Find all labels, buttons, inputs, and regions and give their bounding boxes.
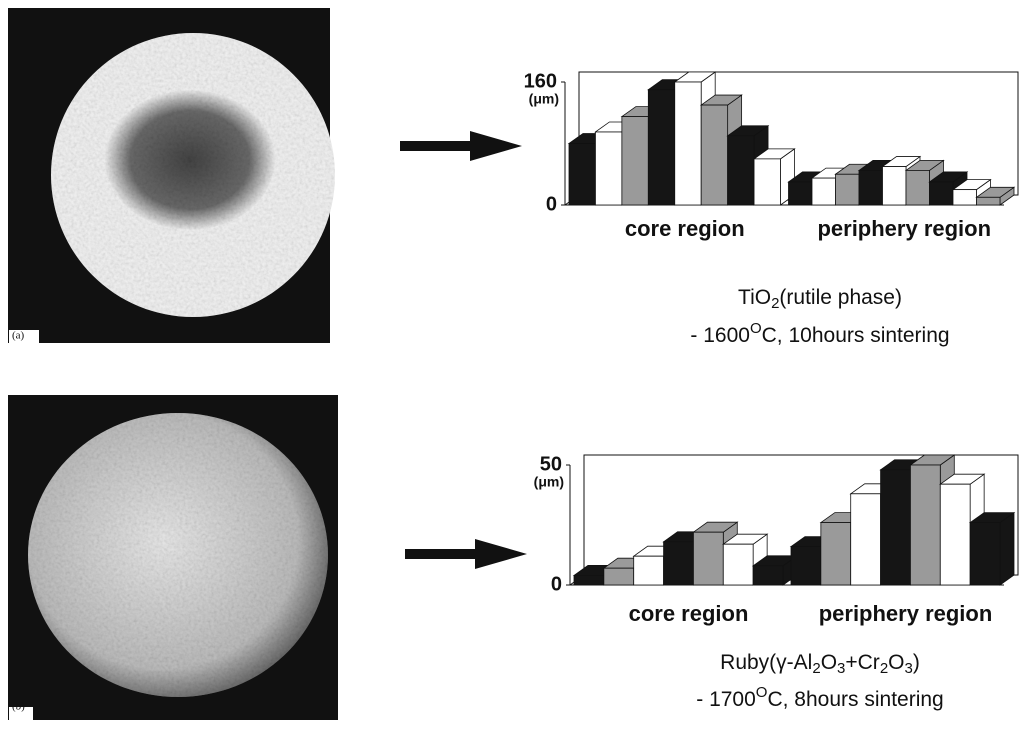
figure: (a)0160(μm)core regionperiphery regionTi… bbox=[0, 0, 1024, 731]
caption-text: ) bbox=[913, 651, 920, 674]
bar-front bbox=[953, 190, 977, 205]
bar-side bbox=[1000, 513, 1014, 585]
y-tick-label: 0 bbox=[546, 193, 557, 215]
caption-text: O bbox=[750, 320, 762, 337]
bar-front bbox=[859, 170, 883, 205]
caption-text: 3 bbox=[837, 660, 845, 677]
group-label: core region bbox=[625, 216, 745, 241]
caption-text: - 1600 bbox=[690, 324, 750, 347]
bar-front bbox=[648, 90, 674, 205]
bar-front bbox=[930, 182, 954, 205]
bar bbox=[970, 513, 1014, 585]
caption-text: C, 10hours sintering bbox=[762, 324, 950, 347]
caption-text: (rutile phase) bbox=[779, 286, 902, 309]
caption-text: O bbox=[756, 684, 768, 701]
caption: TiO2(rutile phase) bbox=[738, 286, 902, 312]
bar-front bbox=[701, 105, 727, 205]
caption-text: Ruby(γ-Al bbox=[720, 651, 812, 674]
caption: Ruby(γ-Al2O3+Cr2O3) bbox=[720, 651, 920, 677]
bar-front bbox=[664, 542, 694, 585]
caption-text: TiO bbox=[738, 286, 771, 309]
bar-front bbox=[622, 117, 648, 205]
caption-text: 3 bbox=[905, 660, 913, 677]
unit-label: (μm) bbox=[534, 474, 564, 490]
bar-front bbox=[812, 178, 836, 205]
bar-front bbox=[723, 544, 753, 585]
caption-text: O bbox=[888, 651, 904, 674]
y-tick-label: 160 bbox=[524, 70, 557, 92]
bar-front bbox=[728, 136, 754, 205]
bar-front bbox=[604, 568, 634, 585]
bar-front bbox=[977, 197, 1001, 205]
caption: - 1600OC, 10hours sintering bbox=[690, 320, 949, 347]
caption-text: 2 bbox=[880, 660, 888, 677]
arrow bbox=[400, 131, 522, 161]
bar-front bbox=[851, 494, 881, 585]
bar-front bbox=[906, 170, 930, 205]
page: {"panels": [ {"label": "(a)", "chart": {… bbox=[0, 0, 1024, 731]
bar-front bbox=[791, 547, 821, 585]
panel-label: (a) bbox=[12, 330, 25, 342]
bar-front bbox=[883, 167, 907, 205]
bar-front bbox=[595, 132, 621, 205]
caption-text: 2 bbox=[812, 660, 820, 677]
bar-front bbox=[753, 566, 783, 585]
bar-front bbox=[574, 575, 604, 585]
bar-front bbox=[940, 484, 970, 585]
y-tick-label: 50 bbox=[540, 453, 562, 475]
group-label: periphery region bbox=[817, 216, 991, 241]
bar-front bbox=[675, 82, 701, 205]
caption-text: O bbox=[821, 651, 837, 674]
micrograph bbox=[8, 8, 335, 343]
y-tick-label: 0 bbox=[551, 573, 562, 595]
caption-text: 2 bbox=[771, 295, 779, 312]
bar-front bbox=[634, 556, 664, 585]
bar-front bbox=[910, 465, 940, 585]
bar-front bbox=[836, 174, 860, 205]
micrograph bbox=[8, 395, 338, 720]
bar-front bbox=[789, 182, 813, 205]
bar-front bbox=[754, 159, 780, 205]
bar-front bbox=[569, 144, 595, 206]
unit-label: (μm) bbox=[529, 91, 559, 107]
caption: - 1700OC, 8hours sintering bbox=[696, 684, 943, 711]
bar-front bbox=[881, 470, 911, 585]
arrow bbox=[405, 539, 527, 569]
caption-text: +Cr bbox=[845, 651, 879, 674]
panel-label: (b) bbox=[12, 701, 25, 713]
group-label: core region bbox=[629, 601, 749, 626]
group-label: periphery region bbox=[819, 601, 993, 626]
bar-front bbox=[821, 523, 851, 585]
caption-text: C, 8hours sintering bbox=[767, 688, 943, 711]
caption-text: - 1700 bbox=[696, 688, 756, 711]
bar-front bbox=[970, 523, 1000, 585]
bar-front bbox=[693, 532, 723, 585]
